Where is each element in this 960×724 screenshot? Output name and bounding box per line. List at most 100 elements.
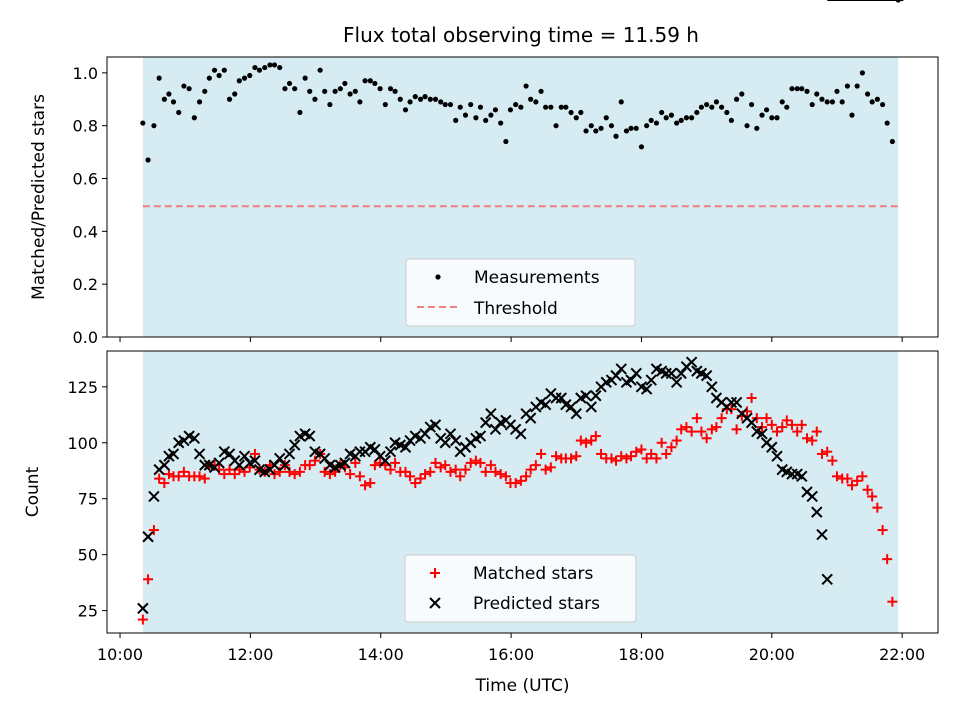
measurement-point [176, 109, 182, 116]
measurement-point [528, 96, 534, 102]
measurement-point [698, 104, 705, 110]
measurement-point [759, 112, 765, 118]
cross-b [233, 459, 246, 471]
measurement-point [854, 83, 860, 89]
matched-point [641, 453, 652, 464]
matched-point [521, 471, 532, 482]
measurement-point [674, 120, 680, 126]
cross-b [615, 363, 627, 375]
measurement-point [588, 123, 594, 129]
measurement-point [678, 117, 684, 123]
measurement-point [156, 75, 162, 81]
matched-point [781, 415, 792, 426]
cross-b [766, 441, 778, 453]
matched-point [590, 431, 601, 442]
measurement-point [849, 112, 855, 118]
cross-b [816, 528, 828, 541]
matched-point [515, 475, 526, 486]
measurement-point [844, 83, 851, 89]
x-axis-label: Time (UTC) [475, 676, 570, 696]
predicted-point [289, 439, 301, 451]
matched-point [365, 478, 376, 489]
matched-point [852, 475, 863, 486]
matched-point [385, 464, 396, 475]
measurement-point [623, 128, 630, 134]
cross-b [806, 490, 818, 503]
predicted-point [193, 448, 206, 460]
measurement-point [292, 86, 298, 92]
matched-point [606, 453, 617, 464]
matched-point [796, 419, 807, 430]
predicted-point [439, 437, 451, 449]
cross-b [449, 434, 462, 447]
predicted-point [670, 376, 683, 389]
matched-point [430, 457, 441, 468]
matched-point [686, 426, 697, 437]
measurement-point [794, 86, 800, 92]
cross-b [193, 448, 206, 460]
predicted-point [539, 399, 552, 411]
cross-b [142, 531, 154, 543]
measurement-point [507, 107, 514, 113]
measurement-point [704, 101, 710, 108]
predicted-point [745, 416, 758, 429]
matched-point [716, 413, 727, 424]
predicted-point [685, 356, 698, 368]
measurement-point [523, 83, 529, 89]
measurement-point [713, 99, 720, 105]
measurement-point [367, 78, 373, 84]
predicted-point [142, 531, 154, 543]
cross-b [796, 470, 808, 483]
measurement-point [874, 96, 880, 102]
measurement-point [252, 64, 258, 71]
matched-point [350, 457, 361, 468]
matched-point [239, 466, 250, 477]
measurement-point [608, 123, 615, 129]
measurement-point [462, 112, 469, 118]
predicted-point [515, 428, 527, 440]
predicted-point [233, 459, 246, 471]
cross-b [685, 356, 698, 368]
cross-b [725, 396, 738, 409]
matched-point [551, 451, 562, 462]
matched-point [400, 466, 411, 477]
cross-b [409, 430, 421, 442]
measurement-point [307, 88, 313, 94]
predicted-point [354, 446, 366, 458]
matched-point [646, 448, 657, 459]
predicted-point [399, 441, 412, 453]
measurement-point [170, 99, 177, 105]
legend-cross [429, 597, 441, 609]
measurement-point [880, 101, 886, 108]
matched-point [611, 455, 622, 466]
legend-predicted-label: Predicted stars [473, 594, 600, 614]
matched-point [846, 480, 857, 491]
measurement-point [262, 64, 268, 71]
cross-b [429, 419, 442, 431]
measurement-point [427, 96, 433, 102]
measurement-point [834, 88, 840, 94]
matched-point [566, 453, 577, 464]
measurement-point [327, 101, 333, 108]
cross-b [585, 401, 597, 413]
measurement-point [347, 91, 353, 97]
ratio-panel: 0.0 0.2 0.4 0.6 0.8 1.0 Matched/Predicted sta… [29, 0, 939, 347]
predicted-point [645, 374, 657, 386]
matched-point [435, 462, 446, 473]
cross-b [274, 452, 286, 465]
predicted-point [816, 528, 828, 541]
cross-b [706, 381, 718, 393]
measurement-point [578, 109, 584, 116]
measurement-point [819, 96, 825, 102]
measurement-point [774, 115, 780, 121]
top-y-ticks: 0.0 0.2 0.4 0.6 0.8 1.0 [73, 64, 107, 347]
cross-b [635, 381, 648, 393]
cross-b [539, 399, 552, 411]
cross-b [429, 597, 441, 609]
matched-point [766, 419, 777, 430]
measurement-point [648, 117, 654, 123]
measurements-series [140, 0, 901, 163]
matched-point [194, 471, 205, 482]
measurement-point [814, 91, 820, 97]
matched-point [872, 502, 883, 513]
